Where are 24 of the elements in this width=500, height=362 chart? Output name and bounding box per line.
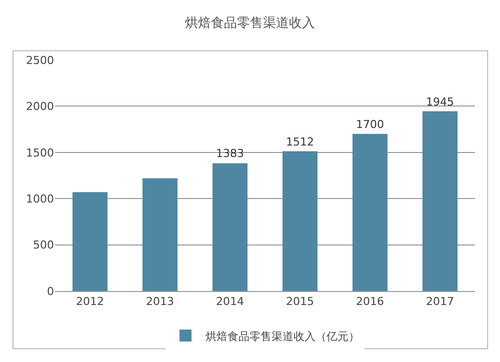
x-tick-label: 2016 — [356, 295, 384, 308]
data-label: 1383 — [216, 147, 244, 160]
x-tick-label: 2013 — [146, 295, 174, 308]
data-label: 1700 — [356, 118, 384, 131]
y-tick-label: 0 — [47, 284, 54, 298]
bar — [352, 134, 388, 291]
x-tick-label: 2017 — [426, 295, 454, 308]
y-tick-label: 500 — [33, 238, 54, 252]
bar — [142, 178, 178, 291]
x-tick-label: 2015 — [286, 295, 314, 308]
y-tick-label: 2000 — [26, 100, 54, 114]
data-label: 1945 — [426, 95, 454, 108]
x-tick-label: 2012 — [76, 295, 104, 308]
legend-label: 烘焙食品零售渠道收入（亿元） — [206, 330, 360, 343]
bar — [212, 163, 248, 291]
bar — [422, 111, 458, 291]
bar — [72, 192, 108, 291]
x-tick-label: 2014 — [216, 295, 244, 308]
data-label: 1512 — [286, 135, 314, 148]
y-tick-label: 1500 — [26, 146, 54, 160]
chart-title: 烘焙食品零售渠道收入 — [185, 16, 315, 32]
y-tick-label: 1000 — [26, 192, 54, 206]
y-tick-label: 2500 — [26, 54, 54, 67]
bar — [282, 151, 318, 291]
